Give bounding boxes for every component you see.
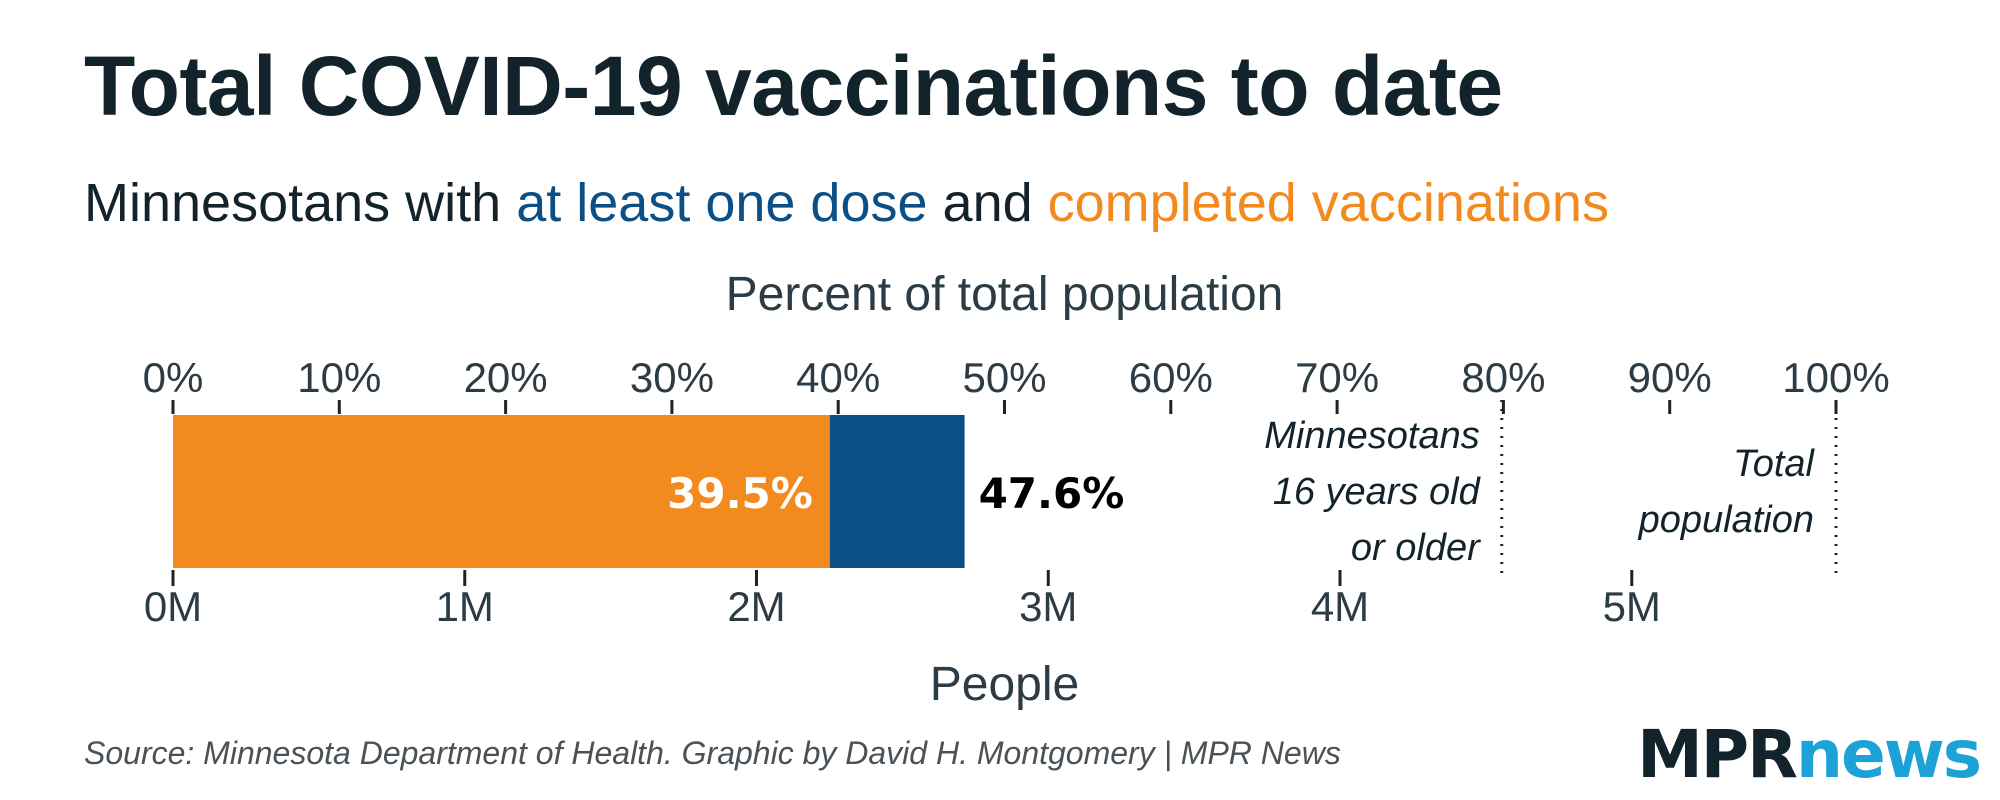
reference-label-line: Total [1733, 443, 1816, 485]
reference-label-line: 16 years old [1273, 471, 1482, 513]
percent-tick-label: 60% [1129, 354, 1213, 401]
bar-completed-label: 39.5% [667, 469, 813, 518]
chart-subtitle: Minnesotans with at least one dose and c… [84, 172, 1609, 234]
people-tick-label: 3M [1019, 583, 1077, 630]
people-axis-title: People [930, 658, 1079, 711]
percent-axis-title: Percent of total population [726, 268, 1284, 321]
percent-tick-label: 0% [143, 354, 204, 401]
chart-title: Total COVID-19 vaccinations to date [84, 39, 1503, 133]
reference-label-line: population [1638, 499, 1814, 541]
percent-tick-label: 10% [297, 354, 381, 401]
people-tick-label: 1M [436, 583, 494, 630]
people-tick-label: 0M [144, 583, 202, 630]
percent-tick-label: 90% [1628, 354, 1712, 401]
percent-tick-label: 40% [796, 354, 880, 401]
logo-mpr: MPR [1637, 716, 1798, 793]
mpr-news-logo: MPRnews [1637, 722, 1982, 788]
people-tick-label: 2M [727, 583, 785, 630]
people-axis: 0M 1M 2M 3M 4M 5M People [144, 570, 1661, 711]
subtitle-dose-legend: at least one dose [516, 173, 928, 233]
people-tick-label: 4M [1311, 583, 1369, 630]
people-tick-label: 5M [1603, 583, 1661, 630]
percent-tick-label: 30% [630, 354, 714, 401]
percent-tick-label: 70% [1295, 354, 1379, 401]
reference-label-line: or older [1351, 527, 1481, 569]
subtitle-middle: and [927, 173, 1048, 233]
percent-tick-label: 80% [1461, 354, 1545, 401]
subtitle-completed-legend: completed vaccinations [1047, 173, 1609, 233]
reference-label-line: Minnesotans [1264, 415, 1479, 457]
source-note: Source: Minnesota Department of Health. … [84, 735, 1341, 771]
subtitle-prefix: Minnesotans with [84, 173, 517, 233]
bar-one-dose-label: 47.6% [979, 469, 1125, 518]
vaccination-chart: Percent of total population 0% 10% 20% 30% 40… [143, 268, 1890, 711]
logo-news: news [1795, 716, 1982, 793]
percent-tick-label: 100% [1782, 354, 1889, 401]
percent-axis: Percent of total population 0% 10% 20% 30% 40… [143, 268, 1890, 414]
bars: 39.5% 47.6% [173, 415, 1124, 568]
percent-tick-label: 20% [464, 354, 548, 401]
reference-lines: Minnesotans 16 years old or older Total popu… [1264, 400, 1838, 578]
bar-completed [173, 415, 830, 568]
percent-tick-label: 50% [962, 354, 1046, 401]
